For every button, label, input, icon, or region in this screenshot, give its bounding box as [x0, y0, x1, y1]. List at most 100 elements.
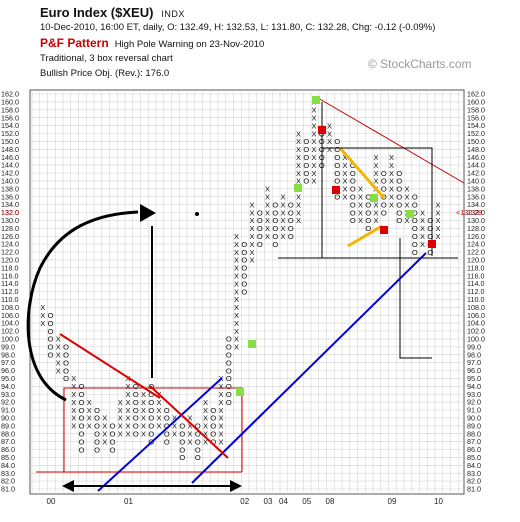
pf-box: O — [164, 406, 170, 415]
pf-box: X — [280, 216, 285, 225]
y-tick-label-right: 91.0 — [467, 406, 481, 415]
pf-box: O — [288, 232, 294, 241]
pf-box: O — [110, 422, 116, 431]
pf-box: O — [257, 232, 263, 241]
pf-box: X — [265, 193, 270, 202]
pf-box: X — [358, 200, 363, 209]
pf-box: X — [218, 430, 223, 439]
pf-box: O — [396, 177, 402, 186]
y-tick-label-left: 160.0 — [1, 98, 19, 107]
pf-box: X — [342, 161, 347, 170]
pf-box: X — [404, 193, 409, 202]
pf-box: O — [381, 177, 387, 186]
pf-box: X — [203, 430, 208, 439]
pf-box: X — [172, 422, 177, 431]
pf-box: X — [420, 224, 425, 233]
pf-box: X — [141, 430, 146, 439]
pf-box: X — [249, 200, 254, 209]
y-tick-label-right: 93.0 — [467, 390, 481, 399]
pf-box: X — [311, 177, 316, 186]
pf-box: O — [226, 358, 232, 367]
pf-box: O — [79, 398, 85, 407]
y-tick-label-left: 100.0 — [1, 335, 19, 344]
y-tick-label-left: 89.0 — [1, 421, 15, 430]
pf-box: X — [420, 216, 425, 225]
pf-box: X — [389, 193, 394, 202]
bullish-trendline-1 — [97, 377, 223, 492]
x-year-label: 00 — [47, 497, 56, 506]
pf-box: X — [125, 414, 130, 423]
pf-box: X — [218, 398, 223, 407]
y-tick-label-left: 92.0 — [1, 398, 15, 407]
y-tick-label-right: 118.0 — [467, 263, 484, 272]
price-objective: Bullish Price Obj. (Rev.): 176.0 — [40, 68, 170, 79]
pf-box: O — [381, 208, 387, 217]
pf-box: O — [412, 248, 418, 257]
pf-box: X — [87, 406, 92, 415]
pf-box: O — [210, 414, 216, 423]
y-tick-label-right: 90.0 — [467, 414, 481, 423]
y-tick-label-right: 128.0 — [467, 224, 485, 233]
pf-box: X — [249, 240, 254, 249]
pf-box: X — [118, 414, 123, 423]
pf-box: O — [110, 437, 116, 446]
pf-box: O — [79, 430, 85, 439]
pf-box: X — [265, 185, 270, 194]
y-tick-label-left: 97.0 — [1, 358, 15, 367]
pf-box: X — [327, 137, 332, 146]
y-tick-label-left: 108.0 — [1, 303, 19, 312]
pf-box: O — [412, 224, 418, 233]
pf-box: O — [195, 445, 201, 454]
pf-box: O — [350, 208, 356, 217]
pf-box: X — [296, 145, 301, 154]
y-tick-label-right: 95.0 — [467, 374, 481, 383]
pf-box: X — [358, 208, 363, 217]
pf-box: O — [48, 351, 54, 360]
pf-box: O — [226, 374, 232, 383]
pf-box: O — [94, 422, 100, 431]
pf-box: X — [125, 382, 130, 391]
y-tick-label-right: 81.0 — [467, 485, 481, 494]
pf-box: O — [63, 366, 69, 375]
pf-box: O — [164, 437, 170, 446]
pf-box: O — [412, 200, 418, 209]
range-measure-right-arrow — [230, 480, 242, 492]
pf-box: X — [296, 193, 301, 202]
pf-box: O — [396, 193, 402, 202]
pf-box: X — [56, 343, 61, 352]
pf-box: O — [334, 169, 340, 178]
pf-box: X — [234, 303, 239, 312]
y-tick-label-left: 136.0 — [1, 192, 19, 201]
pf-box: X — [203, 414, 208, 423]
pf-box: X — [125, 398, 130, 407]
buy-signal-marker — [248, 340, 256, 348]
pf-box: O — [303, 177, 309, 186]
sell-signal-marker — [380, 226, 388, 234]
pf-box: O — [396, 200, 402, 209]
pf-box: O — [288, 224, 294, 233]
pf-box: X — [296, 161, 301, 170]
pf-box: O — [257, 216, 263, 225]
y-tick-label-left: 146.0 — [1, 153, 19, 162]
pf-box: O — [257, 208, 263, 217]
pf-box: O — [241, 287, 247, 296]
pf-box: X — [218, 414, 223, 423]
buy-signal-marker — [312, 96, 320, 104]
pf-box: X — [118, 422, 123, 431]
y-tick-label-right: 104.0 — [467, 319, 485, 328]
y-tick-label-right: 122.0 — [467, 248, 485, 257]
pf-box: X — [342, 169, 347, 178]
pf-box: O — [303, 169, 309, 178]
y-tick-label-right: 108.0 — [467, 303, 485, 312]
y-tick-label-left: 91.0 — [1, 406, 15, 415]
pf-box: X — [234, 256, 239, 265]
pf-box: O — [396, 169, 402, 178]
y-tick-label-left: 112.0 — [1, 287, 18, 296]
pf-box: X — [156, 414, 161, 423]
pf-box: X — [373, 177, 378, 186]
pf-box: O — [396, 185, 402, 194]
annotation-dot — [195, 212, 199, 216]
pf-box: X — [172, 414, 177, 423]
y-tick-label-right: 116.0 — [467, 271, 484, 280]
pf-box: O — [79, 390, 85, 399]
